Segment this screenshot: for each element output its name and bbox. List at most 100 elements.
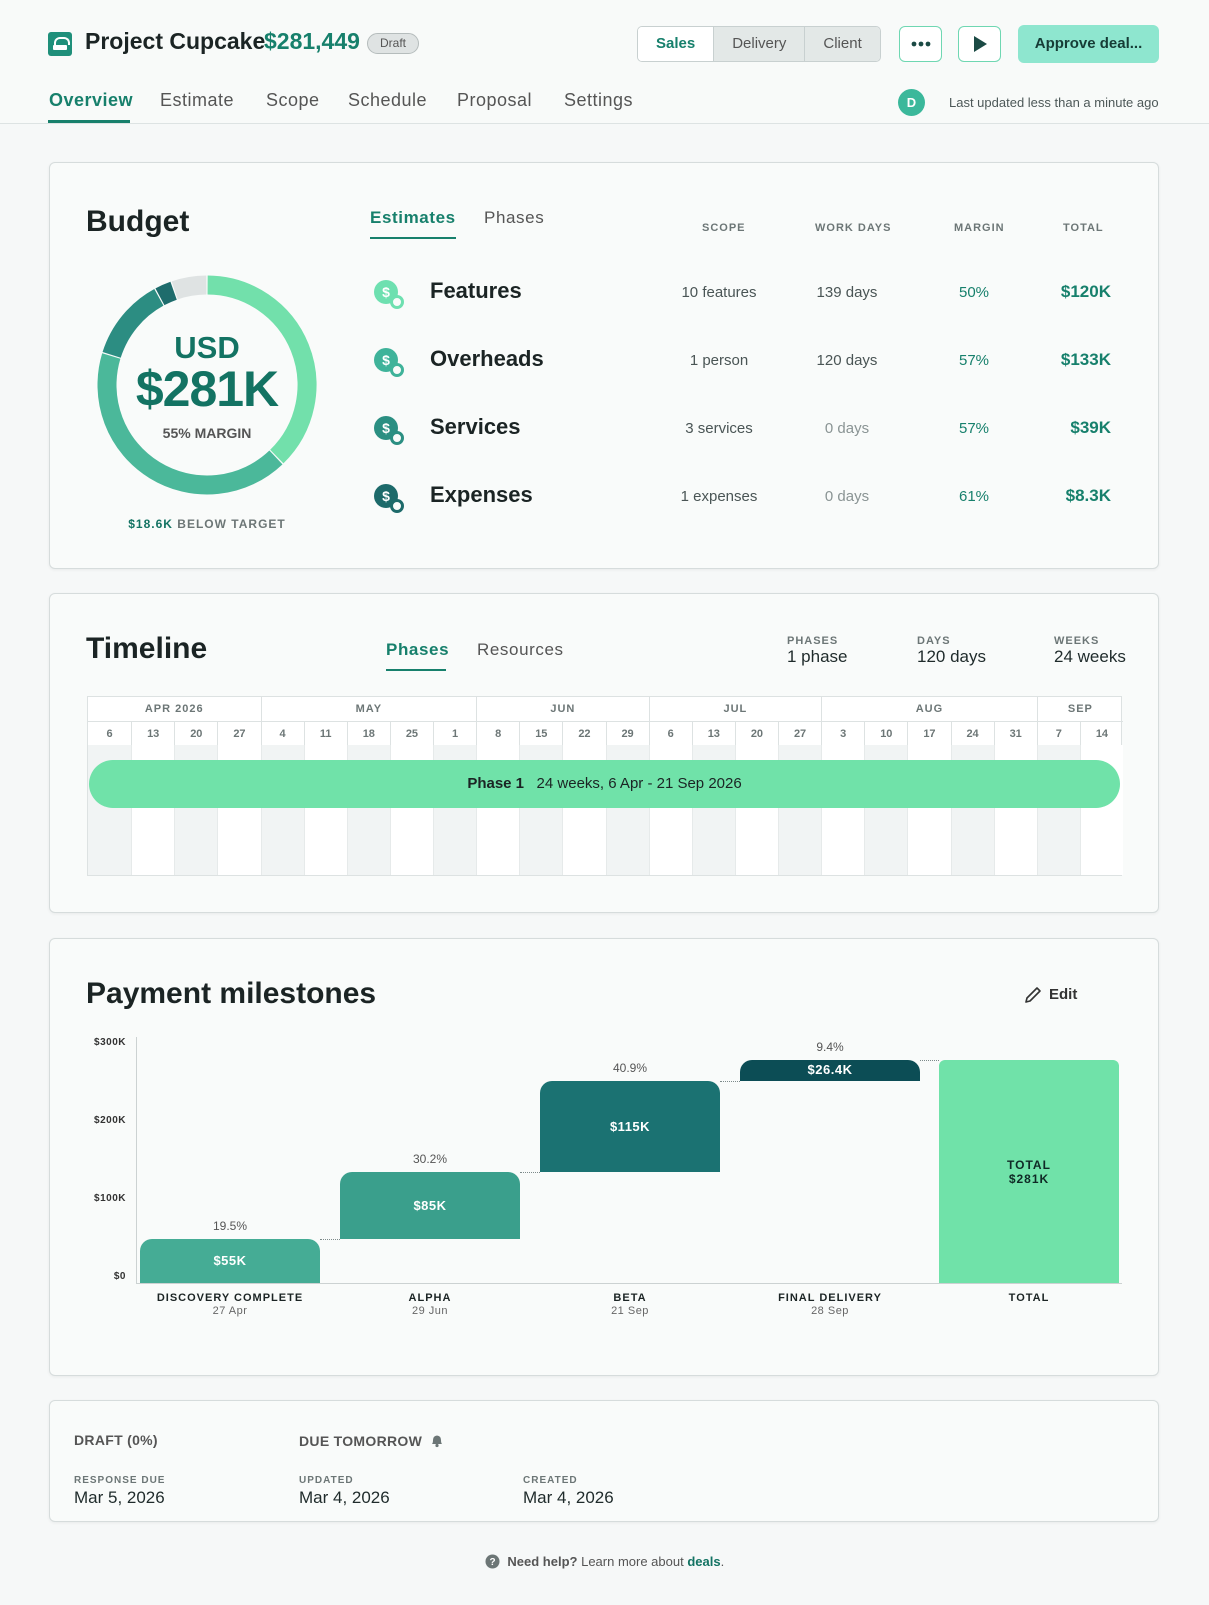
budget-donut (97, 275, 317, 495)
approve-deal-button[interactable]: Approve deal... (1018, 25, 1159, 63)
tab-scope[interactable]: Scope (266, 90, 320, 110)
timeline-day: 8 (476, 721, 520, 745)
budget-margin: 55% MARGIN (162, 425, 252, 441)
budget-currency: USD (174, 330, 240, 365)
timeline-day: 20 (174, 721, 218, 745)
deals-link[interactable]: deals (687, 1554, 721, 1569)
budget-amount: $281K (135, 361, 279, 417)
col-scope: SCOPE (702, 222, 746, 234)
milestone-percent: 9.4% (816, 1039, 844, 1054)
col-margin: MARGIN (954, 222, 1005, 234)
more-horizontal-icon (911, 41, 931, 47)
dollar-pencil-icon: $ (374, 484, 406, 516)
project-title: Project Cupcake (85, 28, 266, 54)
phase-detail: 24 weeks, 6 Apr - 21 Sep 2026 (536, 775, 742, 792)
timeline-title: Timeline (86, 632, 208, 665)
timeline-month: AUG (821, 697, 1037, 721)
timeline-tab-phases[interactable]: Phases (386, 640, 450, 659)
budget-row-total: $39K (1070, 418, 1111, 437)
phase-name: Phase 1 (467, 775, 525, 792)
phase-bar[interactable]: Phase 1 24 weeks, 6 Apr - 21 Sep 2026 (89, 760, 1120, 808)
response-due-label: RESPONSE DUE (74, 1475, 166, 1486)
edit-label: Edit (1049, 986, 1078, 1003)
below-target-value: $18.6K (128, 517, 173, 531)
budget-row-scope: 3 services (685, 420, 753, 437)
y-tick: $100K (94, 1193, 126, 1204)
budget-row-name[interactable]: Services (430, 414, 521, 439)
tab-proposal[interactable]: Proposal (457, 90, 533, 110)
milestone-name: BETA (613, 1292, 647, 1304)
milestone-bar-label: $85K (413, 1197, 447, 1213)
milestone-bar[interactable]: $55K (140, 1239, 320, 1283)
y-tick: $0 (113, 1271, 126, 1282)
y-axis-line (136, 1037, 137, 1283)
timeline-tab-resources[interactable]: Resources (477, 640, 564, 659)
stat-days-label: DAYS (917, 635, 951, 647)
tab-settings[interactable]: Settings (564, 90, 634, 110)
budget-row-margin: 57% (958, 420, 990, 437)
budget-row-margin: 57% (958, 352, 990, 369)
col-work-days: WORK DAYS (815, 222, 892, 234)
timeline-day: 25 (389, 721, 433, 745)
milestone-date: 21 Sep (611, 1305, 649, 1317)
milestone-percent: 40.9% (612, 1060, 648, 1075)
below-target: $18.6K BELOW TARGET (96, 517, 318, 531)
timeline-day: 31 (993, 721, 1037, 745)
avatar[interactable]: D (898, 89, 925, 116)
milestone-bar[interactable]: $26.4K (740, 1059, 920, 1081)
stat-phases-label: PHASES (787, 635, 839, 647)
budget-tab-estimates[interactable]: Estimates (370, 208, 456, 227)
stat-weeks-label: WEEKS (1054, 635, 1100, 647)
budget-row-name[interactable]: Expenses (430, 482, 533, 507)
updated-value: Mar 4, 2026 (299, 1488, 390, 1507)
budget-tab-indicator (370, 237, 456, 239)
milestone-total-bar[interactable]: TOTAL $281K (939, 1060, 1119, 1283)
tab-overview[interactable]: Overview (49, 90, 134, 110)
created-label: CREATED (523, 1475, 578, 1486)
preview-button[interactable] (958, 26, 1001, 62)
timeline-day: 18 (346, 721, 390, 745)
milestone-name: FINAL DELIVERY (778, 1292, 882, 1304)
timeline-day: 6 (648, 721, 692, 745)
svg-text:?: ? (489, 1557, 495, 1568)
view-sales-button[interactable]: Sales (638, 27, 714, 61)
donut-segment (207, 275, 317, 464)
milestone-bar[interactable]: $115K (540, 1080, 720, 1172)
donut-segment (155, 281, 177, 306)
app-header: Project Cupcake $281,449 Draft Sales Del… (0, 0, 1209, 124)
timeline-day: 20 (734, 721, 778, 745)
milestone-bar[interactable]: $85K (340, 1171, 520, 1240)
bell-icon[interactable] (429, 1432, 445, 1448)
timeline-day: 27 (778, 721, 822, 745)
help-bold: Need help? (507, 1554, 578, 1569)
milestone-name: TOTAL (1008, 1292, 1050, 1304)
donut-segment (97, 353, 283, 495)
stat-weeks-value: 24 weeks (1054, 647, 1126, 666)
budget-row-total: $133K (1060, 350, 1111, 369)
milestone-percent: 19.5% (212, 1219, 248, 1234)
milestone-bar-label: $55K (213, 1253, 247, 1269)
tab-schedule[interactable]: Schedule (348, 90, 428, 110)
more-button[interactable] (899, 26, 942, 62)
budget-tab-phases[interactable]: Phases (484, 208, 545, 227)
budget-row-work-days: 0 days (824, 488, 870, 505)
timeline-month: JUL (648, 697, 822, 721)
deal-status-card (49, 1400, 1159, 1522)
tab-estimate[interactable]: Estimate (160, 90, 235, 110)
edit-milestones-button[interactable]: Edit (1025, 986, 1078, 1003)
view-delivery-button[interactable]: Delivery (713, 27, 805, 61)
due-label: DUE TOMORROW (299, 1433, 423, 1449)
milestone-name: DISCOVERY COMPLETE (156, 1292, 304, 1304)
waterfall-connector (520, 1171, 540, 1173)
milestone-name: ALPHA (408, 1292, 452, 1304)
budget-title: Budget (86, 205, 190, 238)
budget-row-margin: 50% (958, 284, 990, 301)
waterfall-connector (320, 1239, 340, 1241)
timeline-month: JUN (476, 697, 649, 721)
budget-row-name[interactable]: Overheads (430, 346, 544, 371)
donut-segment (102, 289, 164, 359)
view-client-button[interactable]: Client (804, 27, 880, 61)
dollar-wrench-icon: $ (374, 280, 406, 312)
budget-row-name[interactable]: Features (430, 278, 522, 303)
timeline-month: APR 2026 (144, 703, 204, 715)
